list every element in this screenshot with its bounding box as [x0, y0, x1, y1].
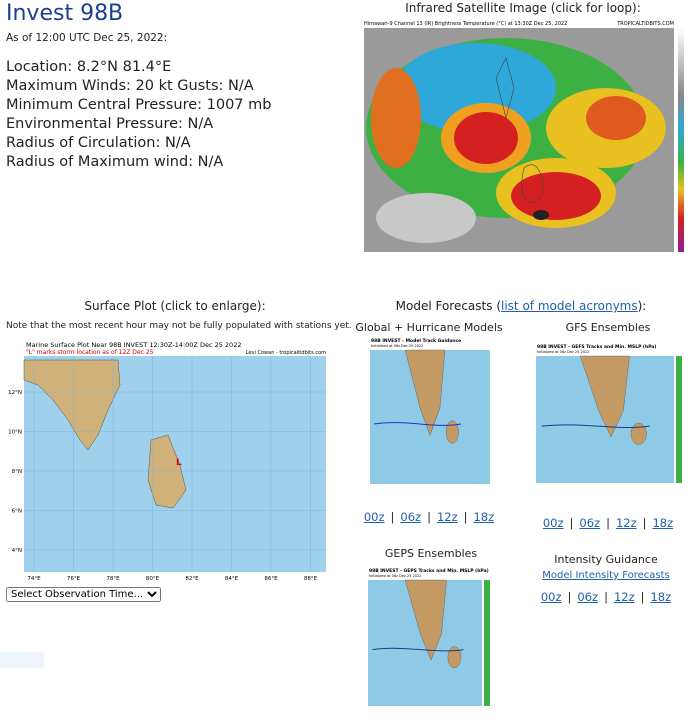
model-image[interactable]: 98B INVEST - GEFS Tracks and Min. MSLP (…: [534, 342, 688, 495]
separator: |: [640, 590, 645, 604]
island: [445, 420, 459, 444]
panel-title: Intensity Guidance: [554, 553, 658, 566]
x-axis-label: 88°E: [304, 576, 318, 582]
acronyms-link[interactable]: list of model acronyms: [501, 299, 638, 313]
run-links: 00z | 06z | 12z | 18z: [339, 510, 519, 524]
storm-marker: L: [176, 458, 182, 468]
models-heading: Model Forecasts (list of model acronyms)…: [356, 299, 686, 313]
model-image[interactable]: 98B INVEST - GEPS Tracks and Min. MSLP (…: [366, 566, 496, 718]
run-link[interactable]: 18z: [650, 590, 672, 604]
colorbar: [676, 356, 682, 483]
info-line: Minimum Central Pressure: 1007 mb: [6, 97, 272, 113]
info-line: Radius of Circulation: N/A: [6, 135, 191, 151]
run-link[interactable]: 00z: [540, 590, 562, 604]
surface-plot[interactable]: L Marine Surface Plot Near 98B INVEST 12…: [8, 340, 330, 586]
observation-select[interactable]: Select Observation Time...: [6, 587, 161, 602]
run-link[interactable]: 00z: [542, 516, 564, 530]
surface-heading: Surface Plot (click to enlarge):: [84, 299, 266, 313]
run-link[interactable]: 18z: [652, 516, 674, 530]
run-link[interactable]: 06z: [400, 510, 422, 524]
separator: |: [604, 590, 608, 604]
land: [404, 349, 446, 436]
land: [579, 355, 630, 438]
x-axis-label: 82°E: [185, 576, 199, 582]
info-line: Location: 8.2°N 81.4°E: [6, 59, 172, 75]
run-link[interactable]: 06z: [579, 516, 601, 530]
x-axis-label: 76°E: [67, 576, 81, 582]
island: [630, 422, 647, 445]
heading-text: Model Forecasts (: [395, 299, 501, 313]
x-axis-label: 80°E: [146, 576, 160, 582]
separator: |: [567, 590, 572, 604]
land: [404, 579, 447, 661]
colorbar: [484, 580, 490, 706]
plot-credit: Levi Cowan - tropicaltidbits.com: [246, 350, 326, 356]
x-axis-label: 74°E: [27, 576, 41, 582]
run-link[interactable]: 12z: [613, 590, 635, 604]
model-image[interactable]: 98B INVEST - Model Track GuidanceInitial…: [368, 336, 492, 496]
blank-box: [0, 652, 44, 668]
y-axis-label: 10°N: [8, 430, 22, 436]
run-link[interactable]: 18z: [473, 510, 495, 524]
surface-note: Note that the most recent hour may not b…: [6, 321, 352, 331]
info-line: Radius of Maximum wind: N/A: [6, 154, 224, 170]
as-of: As of 12:00 UTC Dec 25, 2022:: [6, 32, 168, 44]
satellite-heading: Infrared Satellite Image (click for loop…: [405, 1, 641, 15]
info-line: Environmental Pressure: N/A: [6, 116, 214, 132]
plot-subtitle: "L" marks storm location as of 12Z Dec 2…: [26, 349, 154, 356]
x-axis-label: 78°E: [106, 576, 120, 582]
separator: |: [390, 510, 395, 524]
y-axis-label: 8°N: [12, 469, 22, 475]
panel-title: GEPS Ensembles: [384, 547, 478, 560]
panel-title: GFS Ensembles: [565, 321, 651, 334]
run-link[interactable]: 12z: [615, 516, 637, 530]
tracks: [374, 422, 462, 426]
separator: |: [463, 510, 468, 524]
satellite-caption: Himawari-9 Channel 13 (IR) Brightness Te…: [364, 21, 567, 27]
info-line: Maximum Winds: 20 kt Gusts: N/A: [6, 78, 254, 94]
satellite-credit: TROPICALTIDBITS.COM: [616, 21, 674, 27]
plot-title: Marine Surface Plot Near 98B INVEST 12:3…: [26, 341, 241, 349]
run-links: 00z | 06z | 12z | 18z: [518, 516, 698, 530]
heading-text: ):: [637, 299, 647, 313]
y-axis-label: 12°N: [8, 390, 22, 396]
run-link[interactable]: 06z: [577, 590, 599, 604]
image-subtitle: Initialized at 06z Dec 25 2022: [371, 344, 423, 348]
y-axis-label: 6°N: [12, 509, 22, 515]
image-subtitle: Initialized at 06z Dec 25 2022: [369, 574, 421, 578]
image-title: 98B INVEST - Model Track Guidance: [371, 338, 461, 344]
separator: |: [569, 516, 574, 530]
storm-title: Invest 98B: [6, 1, 124, 26]
info-list: Location: 8.2°N 81.4°E Maximum Winds: 20 …: [6, 58, 271, 172]
tracks: [372, 647, 464, 652]
run-link[interactable]: 12z: [436, 510, 458, 524]
island: [447, 646, 462, 669]
tracks: [541, 424, 650, 428]
image-title: 98B INVEST - GEPS Tracks and Min. MSLP (…: [369, 568, 489, 574]
image-subtitle: Initialized at 06z Dec 25 2022: [537, 350, 589, 354]
x-axis-label: 84°E: [225, 576, 239, 582]
image-title: 98B INVEST - GEFS Tracks and Min. MSLP (…: [537, 344, 656, 350]
satellite-image[interactable]: Himawari-9 Channel 13 (IR) Brightness Te…: [356, 18, 690, 258]
run-links: 00z | 06z | 12z | 18z: [516, 590, 696, 604]
panel-title: Global + Hurricane Models: [355, 321, 503, 334]
y-axis-label: 4°N: [12, 548, 22, 554]
separator: |: [427, 510, 431, 524]
separator: |: [642, 516, 647, 530]
x-axis-label: 86°E: [264, 576, 278, 582]
intensity-link[interactable]: Model Intensity Forecasts: [542, 570, 670, 581]
separator: |: [606, 516, 610, 530]
run-link[interactable]: 00z: [363, 510, 385, 524]
